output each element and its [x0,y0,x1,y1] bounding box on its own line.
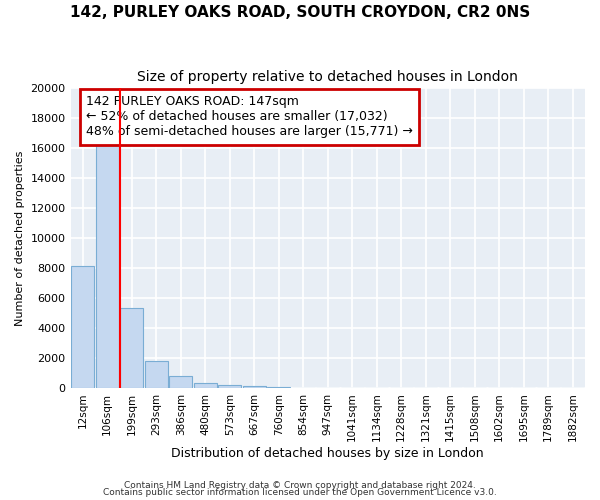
Bar [268,387,290,388]
X-axis label: Distribution of detached houses by size in London: Distribution of detached houses by size … [172,447,484,460]
Bar [96,140,119,388]
Text: Contains HM Land Registry data © Crown copyright and database right 2024.: Contains HM Land Registry data © Crown c… [124,480,476,490]
Text: 142 PURLEY OAKS ROAD: 147sqm
← 52% of detached houses are smaller (17,032)
48% o: 142 PURLEY OAKS ROAD: 147sqm ← 52% of de… [86,96,413,138]
Bar [243,386,266,388]
Bar [121,308,143,388]
Bar [169,376,192,388]
Y-axis label: Number of detached properties: Number of detached properties [15,150,25,326]
Text: 142, PURLEY OAKS ROAD, SOUTH CROYDON, CR2 0NS: 142, PURLEY OAKS ROAD, SOUTH CROYDON, CR… [70,5,530,20]
Bar [71,266,94,388]
Bar [218,385,241,388]
Title: Size of property relative to detached houses in London: Size of property relative to detached ho… [137,70,518,84]
Bar [194,384,217,388]
Text: Contains public sector information licensed under the Open Government Licence v3: Contains public sector information licen… [103,488,497,497]
Bar [145,361,167,388]
